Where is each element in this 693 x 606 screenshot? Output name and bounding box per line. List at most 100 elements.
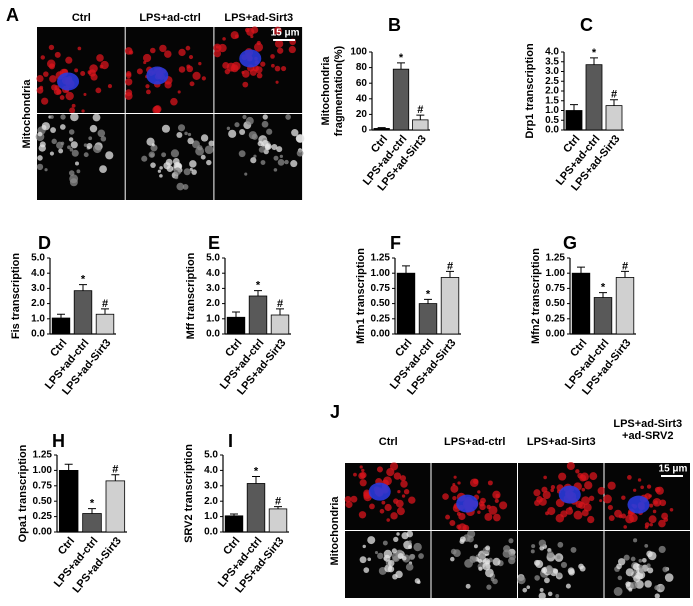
mitochondria-signal [242,114,247,120]
mitochondria-signal [284,159,289,165]
scale-bar-label: 15 μm [271,28,300,39]
mitochondria-signal [530,549,535,554]
mitochondria-signal [77,46,82,51]
mitochondria-signal [69,178,78,187]
y-tick-label: 5.0 [206,253,220,264]
panel-letter: J [330,402,340,422]
mitochondria-signal [661,512,669,520]
mitochondria-signal [629,513,638,523]
mitochondria-signal [206,159,212,166]
mitochondria-signal [250,157,257,164]
bar [268,508,288,533]
y-tick-label: 40 [356,93,368,104]
mitochondria-signal [658,519,666,528]
nucleus [558,485,581,504]
y-tick-label: 0.5 [545,115,559,126]
nucleus [57,72,80,91]
mitochondria-signal [659,499,667,507]
mitochondria-signal [41,122,51,131]
panel-letter: F [390,233,401,253]
bar [246,483,266,533]
mitochondria-signal [222,61,230,69]
mitochondria-signal [450,484,459,493]
mitochondria-signal [95,87,102,94]
mitochondria-signal [581,496,590,505]
panel-letter: B [388,15,401,35]
significance-marker: # [112,464,118,476]
y-tick-label: 0.50 [33,496,53,507]
mitochondria-signal [70,112,79,122]
mitochondria-signal [405,563,414,571]
mitochondria-signal [588,495,595,502]
error-bar [590,57,598,65]
mitochondria-signal [485,545,491,551]
mitochondria-signal [277,47,284,54]
error-bar [274,506,282,509]
mitochondria-signal [295,133,305,143]
y-tick-label: 2.5 [545,76,559,87]
mitochondria-signal [453,475,457,479]
mitochondria-signal [245,116,254,125]
mitochondria-signal [623,525,627,529]
error-bar [570,104,578,111]
mitochondria-signal [658,545,666,553]
mitochondria-signal [183,168,191,176]
mitochondria-signal [502,549,512,558]
mitochondria-signal [392,573,398,580]
mitochondria-signal [362,544,366,549]
mitochondria-signal [508,538,514,544]
mitochondria-signal [669,508,674,512]
mitochondria-signal [456,511,461,516]
mitochondria-signal [150,153,155,158]
mitochondria-signal [522,587,528,593]
mitochondria-signal [151,143,155,147]
mitochondria-signal [185,45,191,51]
mitochondria-signal [386,518,391,522]
y-tick-label: 0.50 [546,298,566,309]
mitochondria-signal [587,515,595,524]
mitochondria-signal [59,124,66,130]
mitochondria-signal [270,54,275,59]
mitochondria-signal [142,53,152,63]
mitochondria-signal [65,56,73,64]
mitochondria-signal [279,154,283,159]
mitochondria-signal [659,584,665,591]
error-bar [621,270,629,278]
y-tick-label: 2.0 [31,298,45,309]
mitochondria-signal [492,557,501,566]
column-header: +ad-SRV2 [622,430,673,442]
error-bar [276,308,284,315]
significance-marker: * [426,288,431,300]
error-bar [230,513,238,516]
bar [605,105,623,131]
mitochondria-signal [54,51,61,58]
mitochondria-signal [464,559,473,568]
mitochondria-signal [534,499,541,506]
error-bar [599,292,607,298]
mitochondria-signal [401,494,406,498]
mitochondria-signal [150,47,156,54]
mitochondria-signal [184,131,188,136]
mitochondria-signal [361,468,365,473]
mitochondria-signal [36,75,44,83]
error-bar [577,266,585,274]
mitochondria-signal [539,588,544,593]
mitochondria-signal [37,155,43,161]
mitochondria-signal [230,31,239,40]
mitochondria-signal [449,520,456,526]
mitochondria-signal [363,567,370,573]
mitochondria-signal [189,160,197,168]
mitochondria-signal [71,149,79,157]
error-bar [79,284,87,291]
bar [226,316,246,335]
mitochondria-signal [88,136,93,141]
y-axis-label: fragmentation(%) [333,45,345,136]
mitochondria-signal [86,143,93,149]
significance-marker: * [254,465,259,477]
mitochondria-signal [201,76,206,81]
bar [58,469,79,533]
mitochondria-signal [261,120,269,128]
mitochondria-signal [664,573,674,582]
mitochondria-signal [541,486,548,493]
mitochondria-signal [649,523,653,527]
